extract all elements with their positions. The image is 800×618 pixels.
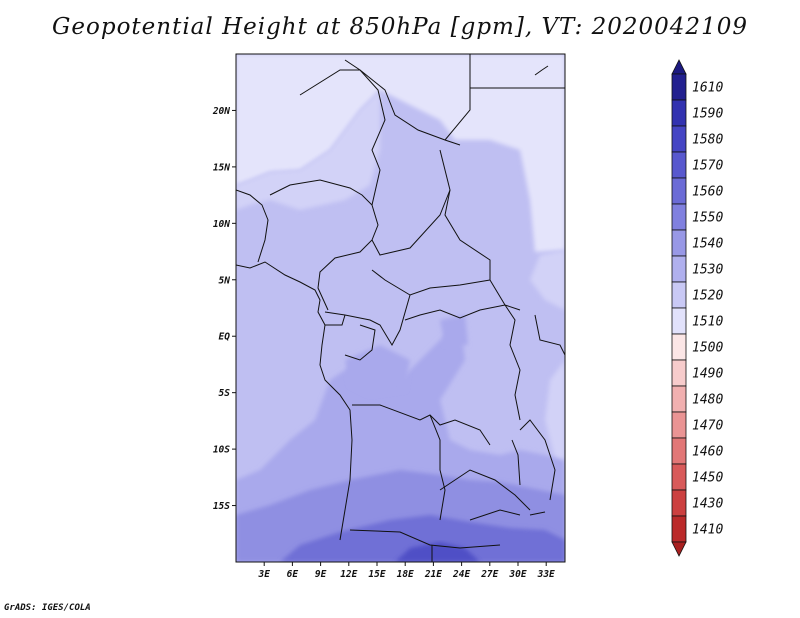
legend-level-label: 1450 [692,471,723,486]
x-tick-label: 6E [287,569,299,580]
legend-swatch [671,359,687,387]
chart-title: Geopotential Height at 850hPa [gpm], VT:… [52,14,748,40]
legend-swatch [671,307,687,335]
legend-swatch [671,385,687,413]
x-tick-label: 12E [340,569,357,580]
legend-level-label: 1490 [692,367,723,382]
legend-level-label: 1520 [692,289,723,304]
legend-swatch [671,255,687,283]
legend-swatch [671,99,687,127]
legend-swatch [671,203,687,231]
y-tick-label: 15S [213,501,230,512]
legend-level-label: 1500 [692,341,723,356]
legend-swatch [671,437,687,465]
legend-level-label: 1410 [692,523,723,538]
legend-swatch [671,489,687,517]
y-tick-label: 5N [219,275,231,286]
x-tick-label: 30E [508,569,526,580]
legend-level-label: 1550 [692,211,723,226]
y-axis: 20N 15N 10N 5N EQ 5S 10S 15S [212,106,236,512]
field-band-1530-sahel [236,90,380,210]
legend-level-label: 1430 [692,497,723,512]
field-band-1550-coast [345,315,468,395]
legend-level-label: 1570 [692,159,723,174]
y-tick-label: 10S [213,445,230,456]
legend-swatch [671,151,687,179]
legend-level-label: 1480 [692,393,723,408]
x-axis: 3E 6E 9E 12E 15E 18E 21E 24E 27E 30E 33E [257,562,555,580]
field-band-1530-east [530,250,565,470]
field-band-1520-north [236,54,565,252]
y-tick-label: 5S [219,388,231,399]
legend-swatch [671,125,687,153]
legend-level-label: 1470 [692,419,723,434]
legend-swatch [671,411,687,439]
legend-level-label: 1580 [692,133,723,148]
legend-swatch [671,463,687,491]
legend-level-label: 1610 [692,81,723,96]
legend-level-label: 1460 [692,445,723,460]
map-frame [235,53,566,563]
legend-swatch [671,177,687,205]
field-band-1580 [395,542,480,562]
legend-bottom-cap [671,541,687,557]
legend-level-label: 1510 [692,315,723,330]
legend-swatch [671,281,687,309]
legend-swatch [671,333,687,361]
grads-credit: GrADS: IGES/COLA [4,603,91,613]
y-tick-label: 20N [212,106,230,117]
x-tick-label: 24E [452,569,470,580]
x-tick-label: 27E [480,569,498,580]
color-legend: 1610 1590 1580 1570 1560 1550 1540 1530 1520 1510… [671,59,723,557]
legend-level-label: 1560 [692,185,723,200]
legend-level-label: 1540 [692,237,723,252]
field-band-1570 [280,515,565,562]
y-tick-label: 15N [213,162,230,173]
y-tick-label: 10N [213,219,230,230]
legend-swatch [671,515,687,543]
x-tick-label: 18E [397,569,414,580]
height-field [236,54,565,562]
legend-level-label: 1530 [692,263,723,278]
x-tick-label: 3E [257,569,270,580]
y-tick-label: EQ [219,332,231,343]
x-tick-label: 33E [537,569,555,580]
x-tick-label: 15E [368,569,385,580]
country-borders [236,54,565,562]
legend-level-label: 1590 [692,107,723,122]
legend-swatch [671,73,687,101]
legend-top-cap [671,59,687,75]
x-tick-label: 21E [424,569,442,580]
x-tick-label: 9E [315,569,327,580]
legend-swatch [671,229,687,257]
